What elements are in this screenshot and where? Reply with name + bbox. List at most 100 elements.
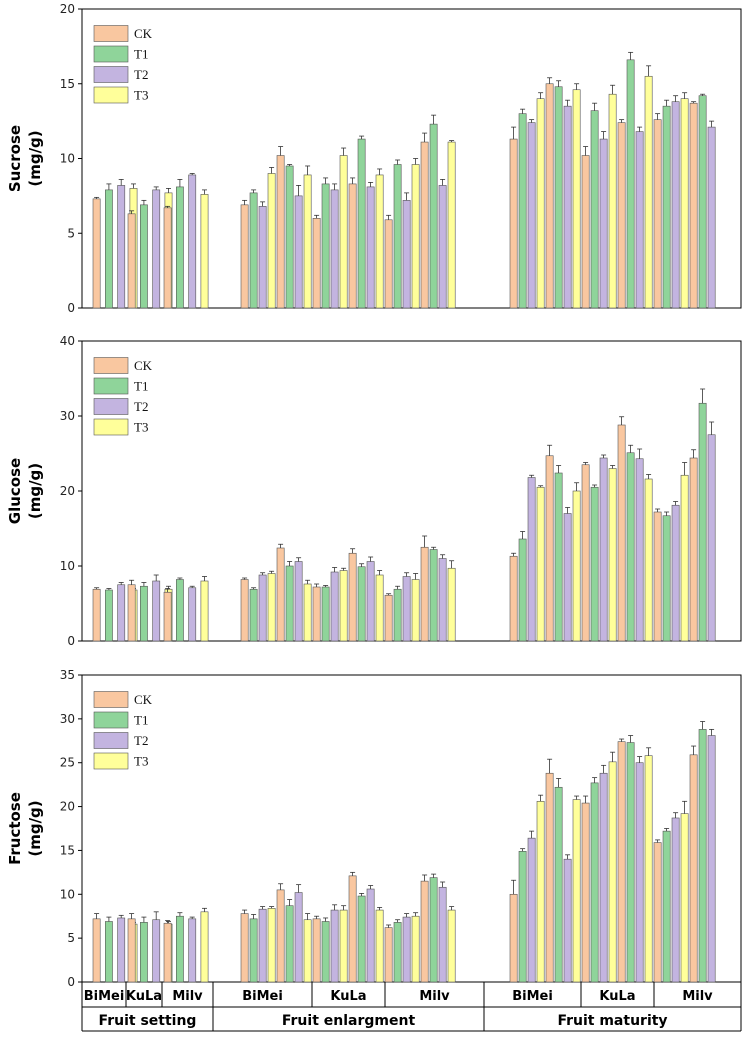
bar-ck (384, 594, 393, 642)
chart-panel-glucose: 0 10 20 30 40 Glucose (mg/g) CK T1 T2 T3 (6, 334, 742, 648)
bar-ck (240, 579, 249, 642)
bar-t1 (393, 922, 402, 983)
bar-t3 (339, 570, 348, 642)
bar-ck (581, 464, 590, 642)
bar-t2 (438, 886, 447, 983)
variety-label: Milv (419, 989, 450, 1004)
y-tick-label: 30 (60, 712, 75, 726)
bar-ck (312, 918, 321, 983)
bar-t2 (527, 837, 536, 983)
legend-label-t2: T2 (134, 733, 148, 748)
variety-label: BiMei (84, 989, 125, 1004)
y-axis-label: Glucose (6, 458, 24, 524)
bar-t3 (608, 761, 617, 983)
bar-t3 (375, 909, 384, 983)
plot-frame (81, 674, 742, 983)
bar-t2 (330, 571, 339, 642)
bar-ck (420, 546, 429, 642)
bar-t1 (590, 782, 599, 983)
bar-ck (240, 913, 249, 983)
bar-t2 (599, 457, 608, 642)
bar-t3 (200, 194, 209, 309)
bar-ck (276, 547, 285, 642)
y-tick-label: 0 (67, 634, 75, 648)
bar-t2 (635, 131, 644, 309)
bar-t1 (698, 729, 707, 983)
bar-ck (509, 138, 518, 309)
bar-ck (617, 122, 626, 309)
y-tick-label: 5 (67, 931, 75, 945)
bar-t3 (536, 801, 545, 983)
bar-t3 (447, 567, 456, 642)
bar-ck (545, 83, 554, 309)
bar-t2 (152, 580, 161, 642)
bar-ck (348, 875, 357, 983)
bar-t2 (563, 513, 572, 642)
bar-t2 (330, 189, 339, 309)
bar-ck (653, 511, 662, 642)
y-axis-label: (mg/g) (26, 463, 44, 519)
bar-t2 (366, 186, 375, 309)
bar-t2 (402, 576, 411, 642)
bar-t2 (294, 892, 303, 983)
bar-t2 (402, 916, 411, 983)
legend-swatch-t1 (93, 377, 129, 395)
bar-t1 (554, 472, 563, 642)
bar-t3 (608, 93, 617, 309)
bar-ck (581, 155, 590, 309)
bar-t3 (303, 919, 312, 983)
bar-t1 (249, 918, 258, 983)
bar-t1 (285, 565, 294, 642)
bar-t1 (698, 402, 707, 642)
variety-label: BiMei (242, 989, 283, 1004)
bar-t1 (393, 588, 402, 642)
bar-t2 (366, 888, 375, 983)
bar-t1 (590, 110, 599, 309)
y-tick-label: 40 (60, 334, 75, 348)
bar-t1 (140, 922, 148, 983)
bar-t3 (608, 468, 617, 642)
bar-t1 (321, 921, 330, 983)
bar-t2 (671, 817, 680, 983)
bar-t3 (680, 474, 689, 642)
y-tick-label: 0 (67, 975, 75, 989)
y-tick-label: 15 (60, 77, 75, 91)
bar-t2 (527, 477, 536, 642)
bar-t3 (200, 911, 209, 983)
y-tick-label: 0 (67, 301, 75, 315)
bar-t1 (249, 588, 258, 642)
y-tick-label: 20 (60, 484, 75, 498)
bar-t2 (152, 919, 161, 983)
bar-ck (581, 802, 590, 983)
bar-t1 (357, 895, 366, 983)
bar-t2 (117, 185, 126, 309)
bar-t2 (258, 206, 267, 309)
legend-swatch-t1 (93, 711, 129, 729)
bar-ck (653, 842, 662, 983)
bar-t1 (626, 742, 635, 983)
y-tick-label: 15 (60, 843, 75, 857)
bar-t2 (330, 909, 339, 983)
bar-t3 (447, 909, 456, 983)
bar-t1 (429, 123, 438, 309)
chart-panel-fructose: 0 5 10 15 20 25 30 35 Fructose (mg/g) CK T1 T2 T3 (6, 668, 742, 989)
bar-t1 (662, 515, 671, 642)
bar-ck (689, 102, 698, 309)
bar-t1 (554, 786, 563, 983)
bar-t3 (267, 173, 276, 309)
bar-t1 (662, 830, 671, 983)
bar-t3 (411, 915, 420, 983)
legend-label-t3: T3 (134, 88, 148, 103)
bar-t3 (411, 164, 420, 309)
bar-t3 (447, 141, 456, 309)
bar-t1 (321, 183, 330, 309)
variety-label: KuLa (599, 989, 635, 1004)
y-tick-label: 30 (60, 409, 75, 423)
bar-t2 (117, 917, 126, 983)
bar-ck (420, 880, 429, 983)
bar-t1 (140, 204, 148, 309)
legend-label-ck: CK (134, 692, 153, 707)
stage-label: Fruit enlargment (282, 1013, 416, 1029)
legend-swatch-t1 (93, 45, 129, 63)
